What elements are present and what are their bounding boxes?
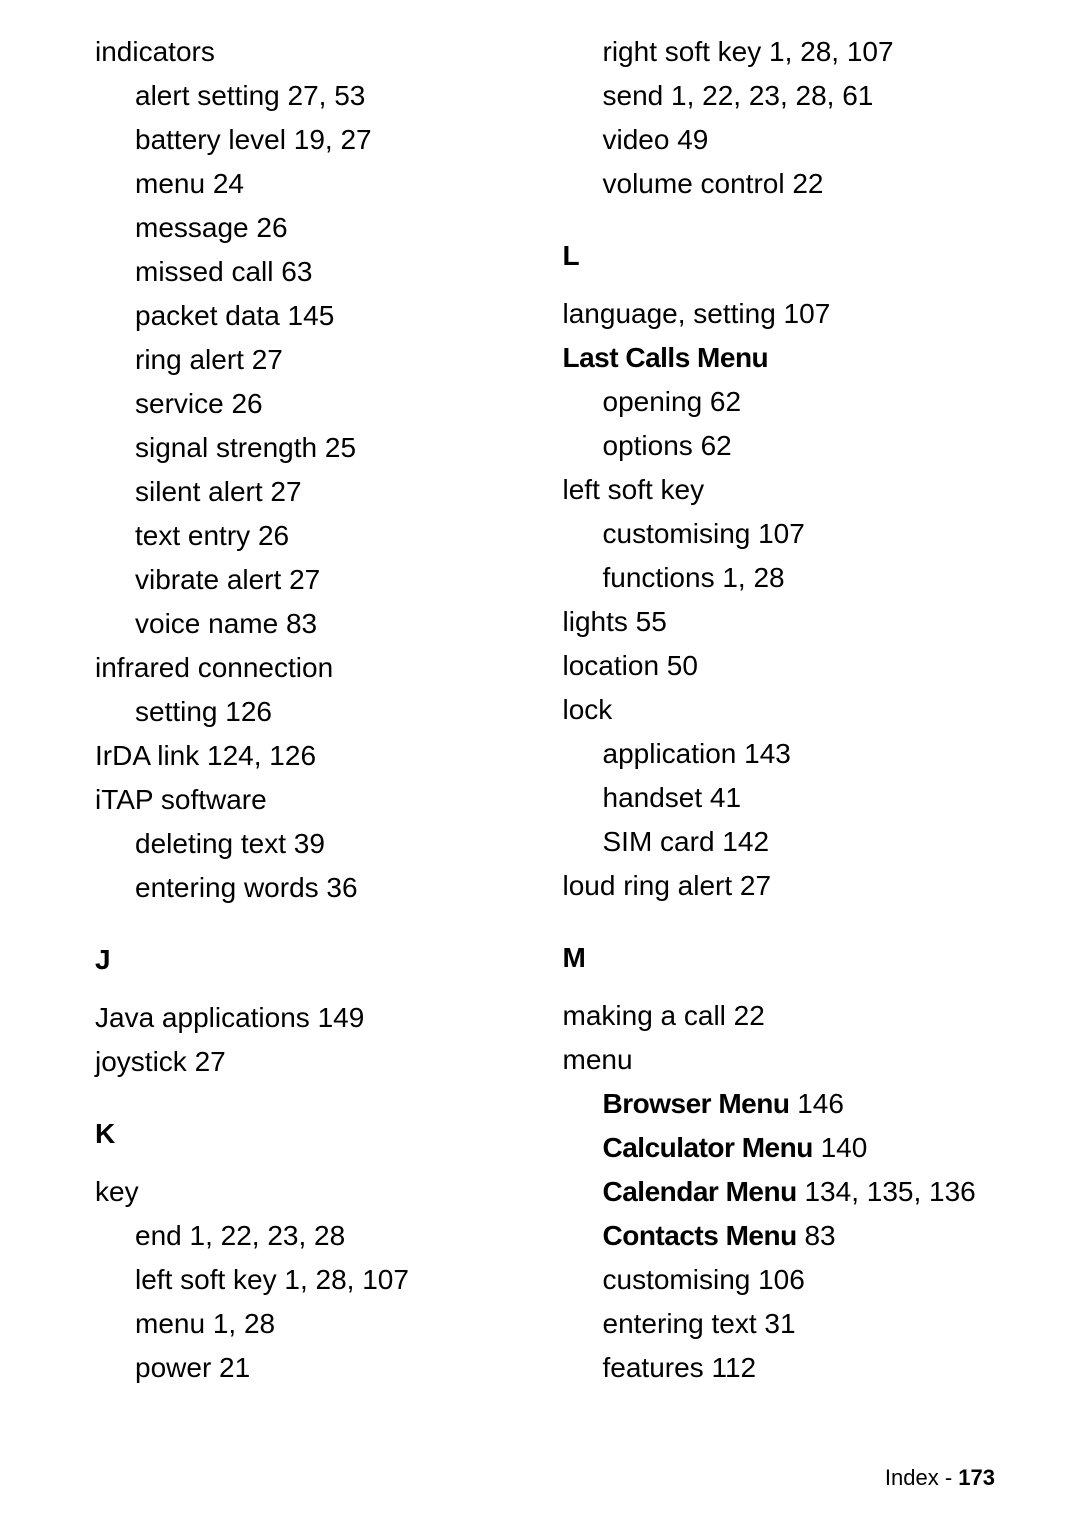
index-sub-entry: SIM card 142: [563, 820, 996, 864]
index-entry: joystick 27: [95, 1040, 528, 1084]
index-entry: left soft key: [563, 468, 996, 512]
index-entry: IrDA link 124, 126: [95, 734, 528, 778]
index-sub-entry: functions 1, 28: [563, 556, 996, 600]
index-sub-entry: missed call 63: [95, 250, 528, 294]
footer-sep: -: [939, 1465, 959, 1490]
menu-name-label: Last Calls Menu: [563, 342, 769, 373]
index-sub-entry: Contacts Menu 83: [563, 1214, 996, 1258]
index-page-refs: 146: [789, 1088, 844, 1119]
index-sub-entry: power 21: [95, 1346, 528, 1390]
index-sub-entry: customising 106: [563, 1258, 996, 1302]
index-columns: indicatorsalert setting 27, 53battery le…: [95, 30, 995, 1390]
menu-name-label: Browser Menu: [603, 1088, 790, 1119]
index-sub-entry: Calculator Menu 140: [563, 1126, 996, 1170]
index-sub-entry: menu 1, 28: [95, 1302, 528, 1346]
index-sub-entry: volume control 22: [563, 162, 996, 206]
index-column-right: right soft key 1, 28, 107send 1, 22, 23,…: [563, 30, 996, 1390]
index-sub-entry: opening 62: [563, 380, 996, 424]
index-sub-entry: customising 107: [563, 512, 996, 556]
index-sub-entry: right soft key 1, 28, 107: [563, 30, 996, 74]
index-entry: loud ring alert 27: [563, 864, 996, 908]
index-entry: iTAP software: [95, 778, 528, 822]
index-page-refs: 134, 135, 136: [797, 1176, 976, 1207]
index-entry: Java applications 149: [95, 996, 528, 1040]
menu-name-label: Calculator Menu: [603, 1132, 813, 1163]
index-column-left: indicatorsalert setting 27, 53battery le…: [95, 30, 528, 1390]
index-sub-entry: handset 41: [563, 776, 996, 820]
index-section-heading: L: [563, 234, 996, 278]
index-sub-entry: silent alert 27: [95, 470, 528, 514]
index-entry: making a call 22: [563, 994, 996, 1038]
index-sub-entry: options 62: [563, 424, 996, 468]
footer-label: Index: [885, 1465, 939, 1490]
index-entry: menu: [563, 1038, 996, 1082]
index-sub-entry: packet data 145: [95, 294, 528, 338]
index-page-refs: 83: [797, 1220, 836, 1251]
index-sub-entry: alert setting 27, 53: [95, 74, 528, 118]
footer-page-number: 173: [958, 1465, 995, 1490]
page-footer: Index - 173: [885, 1465, 995, 1491]
index-section-heading: J: [95, 938, 528, 982]
index-sub-entry: send 1, 22, 23, 28, 61: [563, 74, 996, 118]
index-sub-entry: Calendar Menu 134, 135, 136: [563, 1170, 996, 1214]
index-entry: language, setting 107: [563, 292, 996, 336]
index-sub-entry: setting 126: [95, 690, 528, 734]
index-section-heading: K: [95, 1112, 528, 1156]
menu-name-label: Contacts Menu: [603, 1220, 797, 1251]
index-sub-entry: menu 24: [95, 162, 528, 206]
index-sub-entry: text entry 26: [95, 514, 528, 558]
index-entry: lights 55: [563, 600, 996, 644]
index-sub-entry: deleting text 39: [95, 822, 528, 866]
index-page: indicatorsalert setting 27, 53battery le…: [0, 0, 1080, 1390]
index-sub-entry: features 112: [563, 1346, 996, 1390]
menu-name-label: Calendar Menu: [603, 1176, 797, 1207]
index-sub-entry: left soft key 1, 28, 107: [95, 1258, 528, 1302]
index-sub-entry: entering text 31: [563, 1302, 996, 1346]
index-page-refs: 140: [813, 1132, 868, 1163]
index-sub-entry: battery level 19, 27: [95, 118, 528, 162]
index-entry: infrared connection: [95, 646, 528, 690]
index-sub-entry: voice name 83: [95, 602, 528, 646]
index-sub-entry: message 26: [95, 206, 528, 250]
index-entry: indicators: [95, 30, 528, 74]
index-entry: location 50: [563, 644, 996, 688]
index-entry: Last Calls Menu: [563, 336, 996, 380]
index-sub-entry: video 49: [563, 118, 996, 162]
index-entry: lock: [563, 688, 996, 732]
index-sub-entry: vibrate alert 27: [95, 558, 528, 602]
index-section-heading: M: [563, 936, 996, 980]
index-sub-entry: service 26: [95, 382, 528, 426]
index-sub-entry: end 1, 22, 23, 28: [95, 1214, 528, 1258]
index-sub-entry: Browser Menu 146: [563, 1082, 996, 1126]
index-sub-entry: signal strength 25: [95, 426, 528, 470]
index-entry: key: [95, 1170, 528, 1214]
index-sub-entry: entering words 36: [95, 866, 528, 910]
index-sub-entry: application 143: [563, 732, 996, 776]
index-sub-entry: ring alert 27: [95, 338, 528, 382]
